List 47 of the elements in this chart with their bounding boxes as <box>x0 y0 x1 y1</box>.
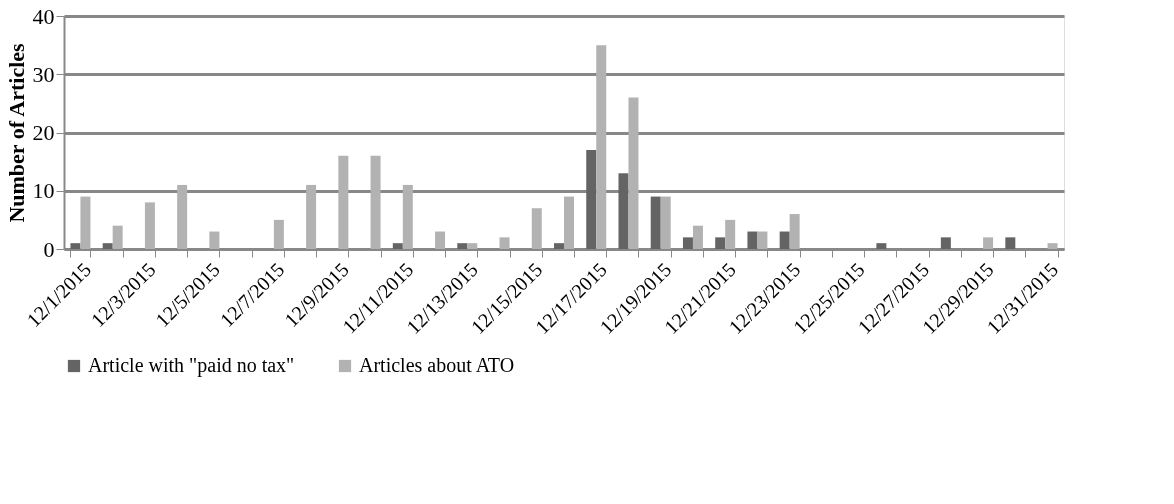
y-tick-label: 10 <box>32 178 55 204</box>
bar <box>692 225 703 249</box>
bar <box>682 237 693 249</box>
bar <box>209 231 220 249</box>
bar <box>983 237 994 249</box>
bar <box>779 231 790 249</box>
bar <box>789 214 800 249</box>
y-axis-title: Number of Articles <box>3 42 29 223</box>
bar <box>273 219 284 249</box>
bar <box>876 243 887 249</box>
bar <box>144 202 155 249</box>
y-tick-label: 20 <box>32 120 55 145</box>
bar <box>747 231 758 249</box>
bar <box>370 155 381 249</box>
bar <box>531 208 542 249</box>
bar <box>586 149 597 249</box>
legend-label: Articles about ATO <box>359 354 515 376</box>
bar <box>499 237 510 249</box>
bar <box>564 196 574 249</box>
bar <box>402 184 413 249</box>
y-tick-label: 40 <box>32 3 55 29</box>
bar <box>757 231 768 249</box>
bar <box>177 184 188 249</box>
bar <box>940 237 951 249</box>
y-tick-label: 0 <box>43 236 55 262</box>
bar <box>618 173 629 249</box>
bar <box>112 225 123 249</box>
bar <box>650 196 661 249</box>
legend-label: Article with "paid no tax" <box>88 354 295 377</box>
bar <box>1005 237 1016 249</box>
bar <box>628 97 639 249</box>
bar <box>70 243 81 249</box>
bar <box>457 243 468 249</box>
bar <box>554 243 564 249</box>
bar <box>102 243 113 249</box>
bar <box>1047 243 1058 249</box>
bar <box>660 196 671 249</box>
bar <box>725 219 736 249</box>
bar <box>338 155 349 249</box>
bar <box>435 231 446 249</box>
bar <box>596 45 607 249</box>
bar <box>467 243 478 249</box>
bar <box>80 196 91 249</box>
y-tick-label: 30 <box>32 61 55 87</box>
bar <box>392 243 403 249</box>
bar <box>715 237 726 249</box>
bar <box>306 184 317 249</box>
